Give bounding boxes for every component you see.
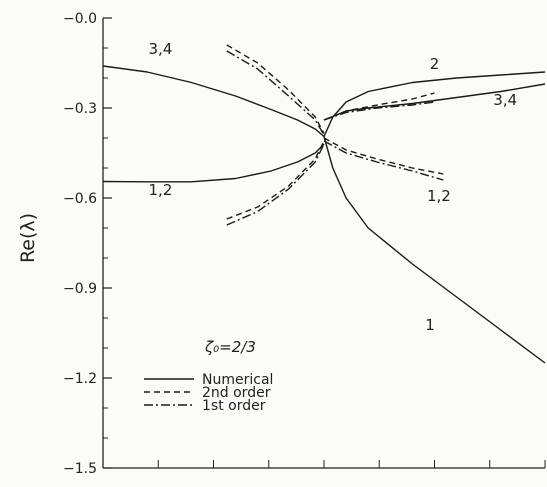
y-tick-label: −1.5 <box>63 461 97 477</box>
series-layer <box>102 44 546 364</box>
y-tick-label: −0.6 <box>63 191 97 207</box>
legend-label: Numerical <box>202 372 273 388</box>
series-line-1 <box>102 65 325 138</box>
curve-label: 1 <box>425 316 435 334</box>
series-line-12 <box>323 137 444 175</box>
legend-label: 2nd order <box>202 385 271 401</box>
series-line-2 <box>102 143 325 183</box>
y-axis-label: Re(λ) <box>17 213 39 263</box>
curve-label: 2 <box>430 55 440 73</box>
parameter-annotation: ζ₀=2/3 <box>204 338 256 356</box>
curve-label-layer: 3,4 2 3,4 1,2 1,2 1 <box>149 40 518 334</box>
series-line-9 <box>226 143 325 226</box>
series-line-5 <box>323 136 546 364</box>
series-line-3 <box>323 71 546 137</box>
series-line-10 <box>323 92 435 121</box>
curve-label: 1,2 <box>427 187 451 205</box>
curve-label: 3,4 <box>493 91 517 109</box>
series-line-7 <box>226 50 325 136</box>
series-line-11 <box>323 101 435 121</box>
axes-layer: −0.0 −0.3 −0.6 −0.9 −1.2 −1.5 <box>63 11 546 477</box>
series-line-8 <box>226 140 325 220</box>
y-tick-label: −0.9 <box>63 281 97 297</box>
curve-label: 3,4 <box>149 40 173 58</box>
curve-label: 1,2 <box>149 181 173 199</box>
series-line-6 <box>226 44 325 134</box>
y-tick-label: −0.0 <box>63 11 97 27</box>
y-tick-label: −1.2 <box>63 371 97 387</box>
series-line-13 <box>323 140 444 181</box>
legend-label: 1st order <box>202 398 266 414</box>
y-tick-label: −0.3 <box>63 101 97 117</box>
